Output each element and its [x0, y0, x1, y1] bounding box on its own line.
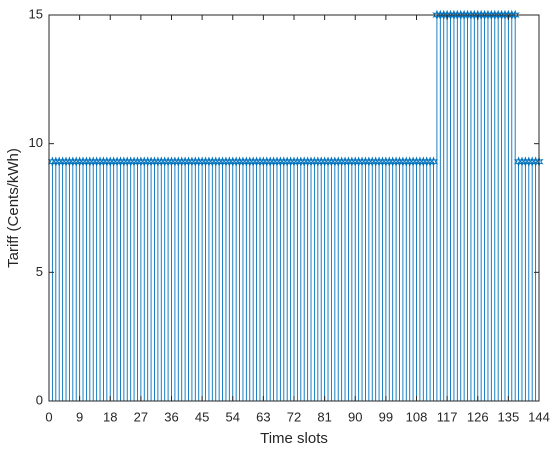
- x-tick-label: 54: [226, 409, 240, 424]
- x-tick-label: 27: [134, 409, 148, 424]
- x-tick-label: 18: [103, 409, 117, 424]
- x-tick-label: 36: [164, 409, 178, 424]
- x-tick-label: 108: [406, 409, 428, 424]
- x-tick-label: 144: [528, 409, 550, 424]
- stem-marker: [425, 156, 435, 167]
- x-tick-label: 63: [256, 409, 270, 424]
- x-tick-label: 72: [287, 409, 301, 424]
- x-axis-label: Time slots: [260, 430, 328, 447]
- y-tick-label: 0: [36, 392, 43, 407]
- x-tick-label: 81: [317, 409, 331, 424]
- x-tick-label: 45: [195, 409, 209, 424]
- x-tick-label: 126: [467, 409, 489, 424]
- x-tick-label: 9: [76, 409, 83, 424]
- y-tick-label: 15: [29, 6, 43, 21]
- x-tick-label: 117: [437, 409, 458, 424]
- x-tick-label: 0: [45, 409, 52, 424]
- x-tick-label: 90: [348, 409, 362, 424]
- stem-marker: [507, 9, 517, 21]
- y-axis-label: Tariff (Cents/kWh): [5, 148, 22, 268]
- x-tick-label: 99: [379, 409, 393, 424]
- x-tick-label: 135: [498, 409, 520, 424]
- y-tick-label: 10: [29, 135, 43, 150]
- y-tick-label: 5: [36, 264, 43, 279]
- stem-marker: [510, 9, 520, 21]
